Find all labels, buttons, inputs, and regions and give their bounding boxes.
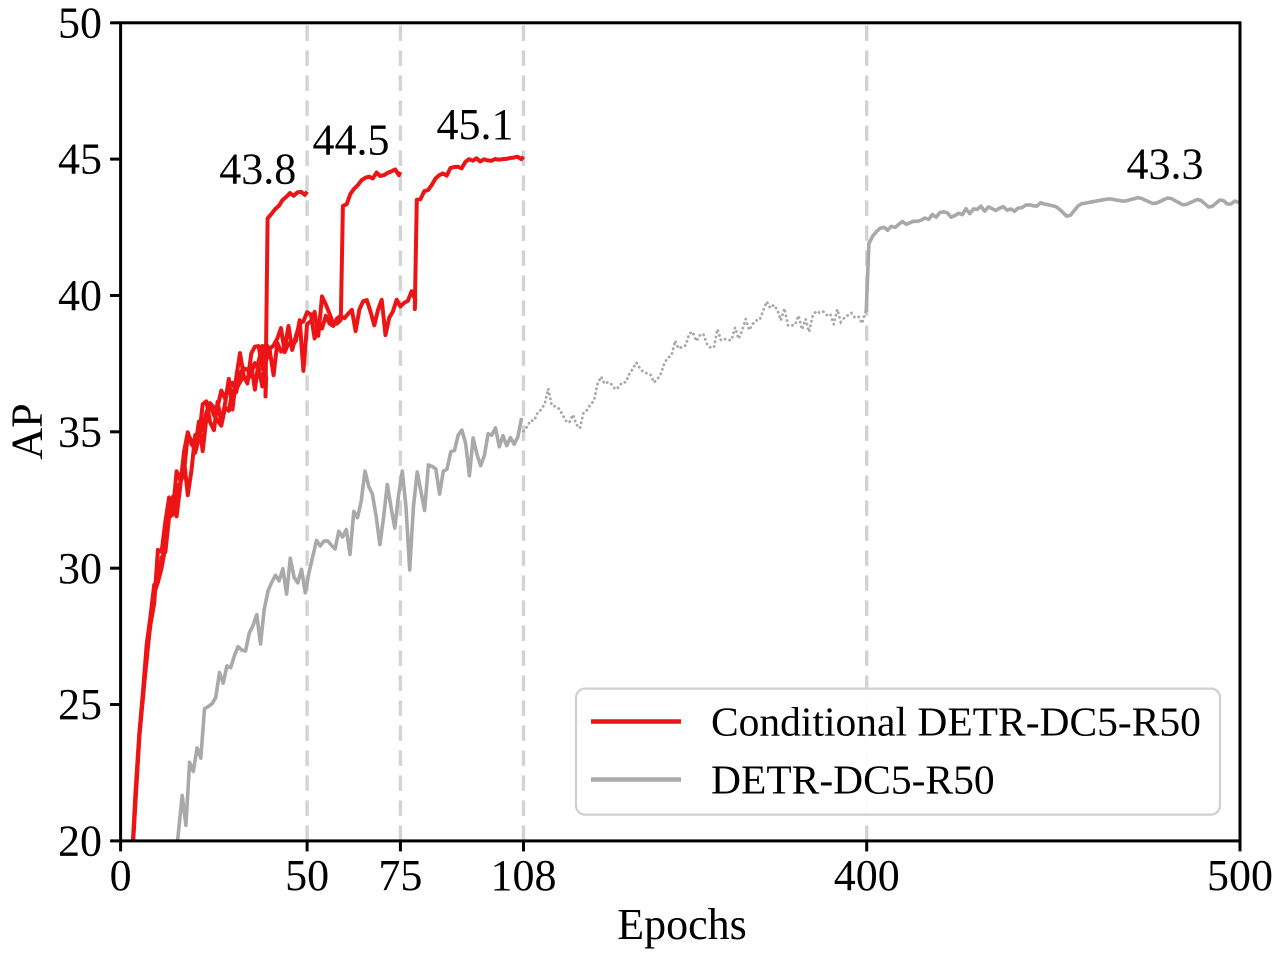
svg-text:Epochs: Epochs [617, 900, 747, 949]
svg-text:DETR-DC5-R50: DETR-DC5-R50 [711, 757, 995, 803]
svg-text:43.8: 43.8 [219, 145, 296, 194]
svg-text:50: 50 [58, 0, 102, 47]
svg-text:20: 20 [58, 817, 102, 866]
svg-text:25: 25 [58, 680, 102, 729]
svg-text:43.3: 43.3 [1127, 139, 1204, 188]
svg-text:45: 45 [58, 135, 102, 184]
svg-text:400: 400 [834, 851, 900, 900]
svg-text:50: 50 [285, 851, 329, 900]
svg-text:108: 108 [491, 851, 557, 900]
svg-text:40: 40 [58, 271, 102, 320]
svg-text:AP: AP [3, 403, 52, 459]
svg-text:44.5: 44.5 [313, 115, 390, 164]
svg-text:0: 0 [110, 851, 132, 900]
svg-text:500: 500 [1207, 851, 1273, 900]
svg-text:35: 35 [58, 407, 102, 456]
svg-text:30: 30 [58, 544, 102, 593]
svg-text:75: 75 [378, 851, 422, 900]
svg-text:45.1: 45.1 [437, 100, 514, 149]
svg-text:Conditional DETR-DC5-R50: Conditional DETR-DC5-R50 [711, 699, 1201, 745]
